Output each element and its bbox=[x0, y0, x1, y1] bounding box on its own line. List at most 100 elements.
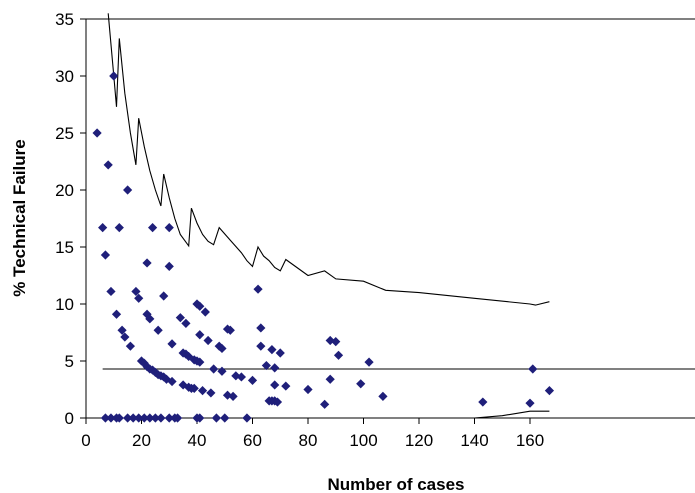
x-tick-label: 0 bbox=[81, 431, 90, 450]
y-tick-label: 25 bbox=[55, 124, 74, 143]
data-point bbox=[167, 339, 177, 349]
data-point bbox=[256, 323, 266, 333]
x-ticks: 0 20 40 60 80 100 120 140 160 bbox=[81, 418, 544, 450]
data-point bbox=[247, 375, 258, 385]
data-point bbox=[272, 397, 283, 407]
y-tick-label: 20 bbox=[55, 181, 74, 200]
x-tick-label: 20 bbox=[132, 431, 151, 450]
y-ticks: 0 5 10 15 20 25 30 35 bbox=[55, 10, 86, 428]
y-tick-label: 0 bbox=[65, 409, 74, 428]
data-point bbox=[117, 325, 127, 335]
data-point bbox=[131, 286, 141, 297]
data-point bbox=[145, 314, 155, 324]
lower-control-limit-line bbox=[97, 410, 550, 419]
x-tick-label: 100 bbox=[349, 431, 377, 450]
data-point bbox=[236, 372, 246, 382]
data-point bbox=[275, 348, 285, 358]
data-point bbox=[134, 413, 144, 423]
x-tick-label: 120 bbox=[405, 431, 433, 450]
y-tick-label: 10 bbox=[55, 295, 74, 314]
data-point bbox=[164, 223, 174, 233]
data-point bbox=[150, 413, 160, 423]
data-points bbox=[92, 71, 555, 423]
y-tick-label: 35 bbox=[55, 10, 74, 29]
data-point bbox=[128, 413, 138, 423]
data-point bbox=[195, 301, 205, 311]
data-point bbox=[217, 366, 227, 376]
data-point bbox=[225, 325, 235, 335]
data-point bbox=[134, 293, 144, 303]
x-tick-label: 40 bbox=[188, 431, 207, 450]
y-tick-label: 30 bbox=[55, 67, 74, 86]
data-point bbox=[103, 160, 113, 170]
data-point bbox=[189, 383, 199, 393]
data-point bbox=[139, 358, 149, 368]
data-point bbox=[195, 357, 205, 367]
data-point bbox=[267, 345, 277, 355]
data-point bbox=[525, 398, 535, 408]
data-point bbox=[123, 413, 133, 423]
data-point bbox=[331, 337, 341, 347]
data-point bbox=[195, 330, 205, 340]
data-point bbox=[139, 413, 149, 423]
data-point bbox=[197, 386, 208, 396]
data-point bbox=[100, 413, 111, 423]
data-point bbox=[181, 349, 191, 359]
plot-area: 0 5 10 15 20 25 30 35 0 20 40 60 80 100 120 140 160 bbox=[55, 10, 695, 450]
y-tick-label: 15 bbox=[55, 238, 74, 257]
data-point bbox=[303, 384, 313, 395]
data-point bbox=[544, 386, 555, 396]
data-point bbox=[378, 391, 388, 401]
data-point bbox=[159, 372, 169, 382]
data-point bbox=[106, 286, 116, 297]
data-point bbox=[217, 343, 227, 354]
y-axis-title: % Technical Failure bbox=[10, 139, 29, 296]
data-point bbox=[111, 309, 122, 319]
data-point bbox=[206, 388, 216, 398]
data-point bbox=[356, 379, 366, 389]
data-point bbox=[148, 223, 158, 233]
data-point bbox=[528, 364, 538, 374]
data-point bbox=[270, 380, 280, 390]
data-point bbox=[181, 318, 191, 328]
data-point bbox=[114, 413, 124, 423]
data-point bbox=[209, 364, 219, 374]
x-tick-label: 80 bbox=[299, 431, 318, 450]
data-point bbox=[114, 223, 124, 233]
data-point bbox=[325, 374, 335, 384]
x-tick-label: 60 bbox=[243, 431, 262, 450]
data-point bbox=[364, 357, 374, 367]
y-tick-label: 5 bbox=[65, 352, 74, 371]
x-axis-title: Number of cases bbox=[328, 475, 465, 493]
data-point bbox=[156, 413, 166, 423]
data-point bbox=[153, 325, 163, 335]
x-tick-label: 160 bbox=[516, 431, 544, 450]
data-point bbox=[161, 374, 172, 384]
data-point bbox=[256, 341, 266, 351]
data-point bbox=[195, 413, 205, 423]
data-point bbox=[167, 376, 177, 387]
data-point bbox=[123, 185, 133, 195]
data-point bbox=[98, 223, 108, 233]
data-point bbox=[109, 71, 119, 81]
data-point bbox=[120, 332, 130, 342]
data-point bbox=[150, 367, 160, 377]
data-point bbox=[200, 307, 210, 317]
data-point bbox=[142, 258, 152, 268]
data-point bbox=[253, 284, 263, 294]
upper-control-limit-line bbox=[107, 13, 550, 306]
data-point bbox=[159, 291, 169, 301]
data-point bbox=[145, 413, 155, 423]
data-point bbox=[333, 350, 344, 360]
data-point bbox=[242, 413, 252, 423]
data-point bbox=[270, 363, 280, 373]
data-point bbox=[164, 413, 174, 423]
data-point bbox=[320, 399, 330, 409]
x-tick-label: 140 bbox=[460, 431, 488, 450]
data-point bbox=[281, 381, 291, 391]
data-point bbox=[211, 413, 222, 423]
data-point bbox=[220, 413, 230, 423]
data-point bbox=[125, 341, 135, 351]
data-point bbox=[92, 128, 102, 138]
data-point bbox=[261, 360, 271, 371]
